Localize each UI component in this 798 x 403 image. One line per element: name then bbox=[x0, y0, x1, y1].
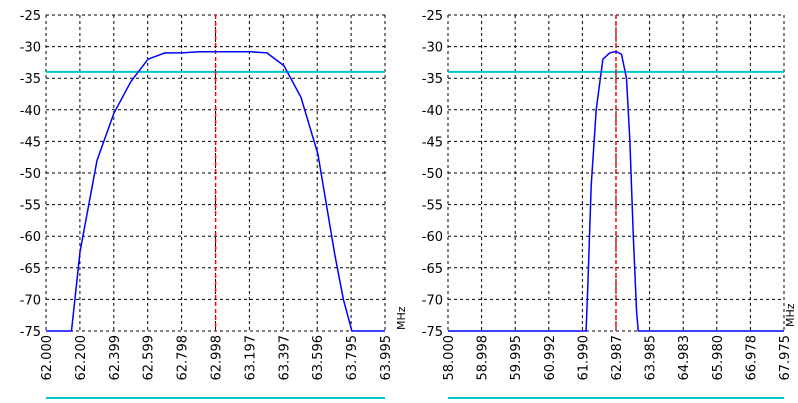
left-xtick-label: 62.399 bbox=[108, 335, 123, 381]
left-xtick-label: 62.200 bbox=[74, 335, 89, 381]
left-ytick-label: -70 bbox=[20, 293, 41, 308]
left-ytick-label: -75 bbox=[20, 325, 41, 340]
right-xtick-label: 61.990 bbox=[576, 335, 591, 381]
unit-label-right: MHz bbox=[784, 303, 797, 327]
right-ytick-label: -55 bbox=[422, 199, 443, 214]
left-ytick-label: -30 bbox=[20, 41, 41, 56]
unit-label-left: MHz bbox=[395, 306, 408, 330]
left-xtick-label: 62.599 bbox=[142, 335, 157, 381]
right-xtick-label: 62.987 bbox=[610, 335, 625, 381]
left-xtick-label: 62.798 bbox=[176, 335, 191, 381]
left-ytick-label: -35 bbox=[20, 72, 41, 87]
left-ytick-label: -25 bbox=[20, 9, 41, 24]
left-ytick-label: -50 bbox=[20, 167, 41, 182]
right-ytick-label: -70 bbox=[422, 293, 443, 308]
right-ytick-label: -25 bbox=[422, 9, 443, 24]
left-series-line-0 bbox=[46, 50, 385, 332]
right-ytick-label: -30 bbox=[422, 41, 443, 56]
right-xtick-label: 65.980 bbox=[711, 335, 726, 381]
left-xtick-label: 63.795 bbox=[345, 335, 360, 381]
right-ytick-label: -65 bbox=[422, 262, 443, 277]
right-ytick-label: -60 bbox=[422, 230, 443, 245]
left-ytick-label: -60 bbox=[20, 230, 41, 245]
left-xtick-label: 62.000 bbox=[40, 335, 55, 381]
right-xtick-label: 60.992 bbox=[543, 335, 558, 381]
right-xtick-label: 67.975 bbox=[778, 335, 793, 381]
left-xtick-label: 63.197 bbox=[243, 335, 258, 381]
right-xtick-label: 58.998 bbox=[476, 335, 491, 381]
right-series-line-0 bbox=[448, 50, 784, 332]
left-ytick-label: -55 bbox=[20, 199, 41, 214]
right-xtick-label: 63.985 bbox=[644, 335, 659, 381]
right-xtick-label: 58.000 bbox=[442, 335, 457, 381]
left-xtick-label: 63.596 bbox=[311, 335, 326, 381]
right-xtick-label: 59.995 bbox=[509, 335, 524, 381]
left-ytick-label: -40 bbox=[20, 104, 41, 119]
right-ytick-label: -45 bbox=[422, 135, 443, 150]
right-ytick-label: -75 bbox=[422, 325, 443, 340]
right-ytick-label: -35 bbox=[422, 72, 443, 87]
right-xtick-label: 66.978 bbox=[744, 335, 759, 381]
left-xtick-label: 63.397 bbox=[277, 335, 292, 381]
right-ytick-label: -40 bbox=[422, 104, 443, 119]
left-xtick-label: 62.998 bbox=[210, 335, 225, 381]
left-xtick-label: 63.995 bbox=[379, 335, 394, 381]
left-ytick-label: -45 bbox=[20, 135, 41, 150]
right-xtick-label: 64.983 bbox=[677, 335, 692, 381]
left-ytick-label: -65 bbox=[20, 262, 41, 277]
right-ytick-label: -50 bbox=[422, 167, 443, 182]
